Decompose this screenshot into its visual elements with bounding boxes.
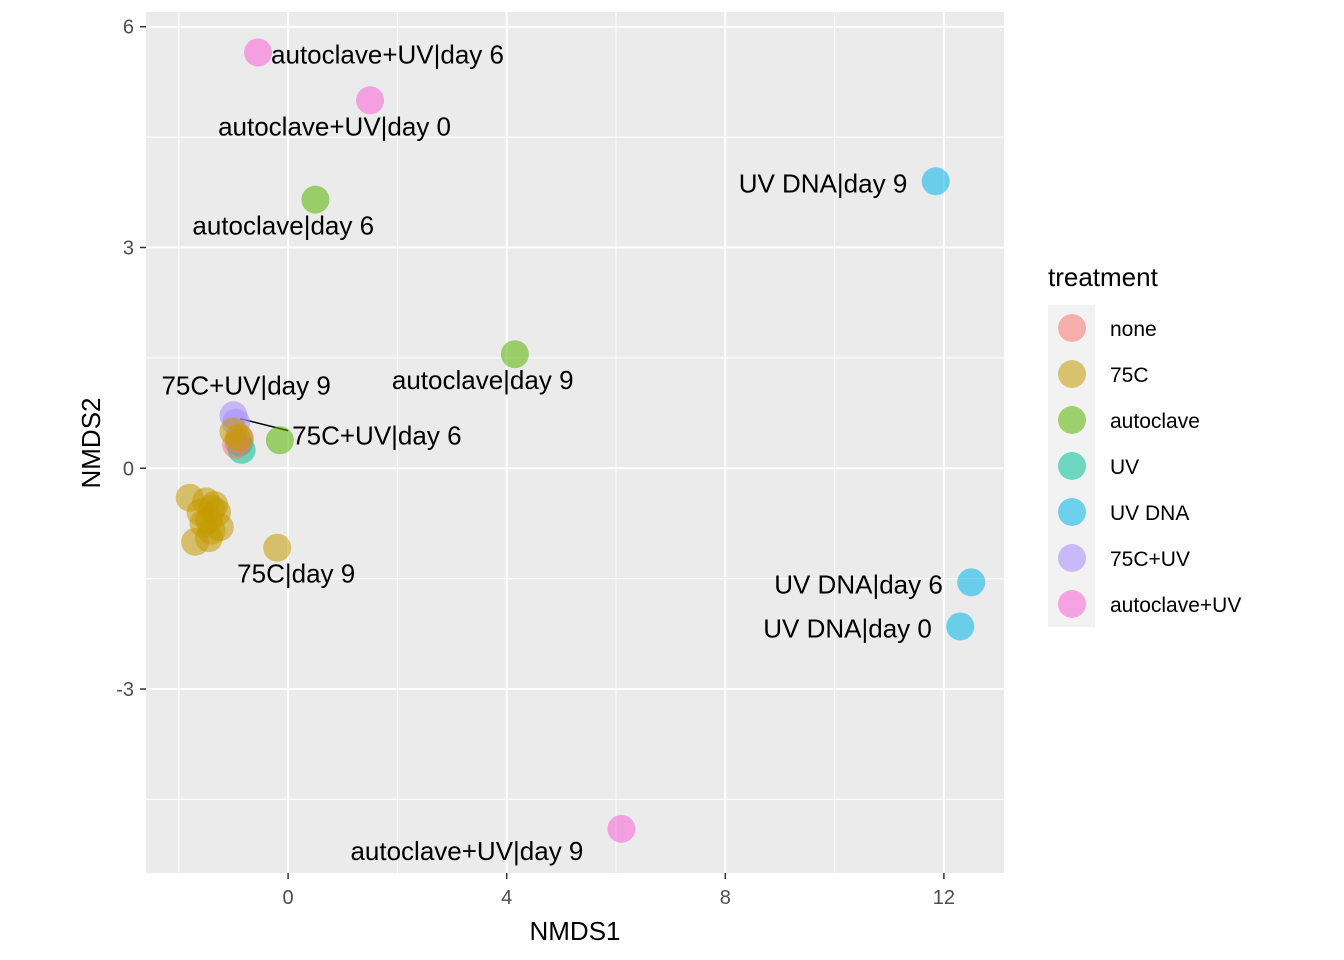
x-tick-label: 8 <box>720 887 731 909</box>
data-point <box>356 86 385 115</box>
legend: treatment none 75C autoclave UV UV DNA 75C+UV… <box>1048 262 1241 627</box>
legend-key-point <box>1058 406 1086 434</box>
data-point <box>244 38 273 67</box>
data-point <box>957 568 986 597</box>
point-labels: autoclave+UV|day 6 autoclave+UV|day 0 UV D… <box>161 39 942 865</box>
legend-items: none 75C autoclave UV UV DNA 75C+UV autoclave+… <box>1058 314 1241 618</box>
legend-label: UV <box>1110 456 1139 479</box>
data-point <box>607 814 636 843</box>
point-label: 75C|day 9 <box>237 559 355 589</box>
y-tick-label: 6 <box>123 17 134 39</box>
data-point <box>194 524 223 553</box>
legend-key-point <box>1058 314 1086 342</box>
data-point <box>500 340 529 369</box>
legend-label: none <box>1110 318 1157 341</box>
x-tick-label: 12 <box>933 887 955 909</box>
legend-key-point <box>1058 498 1086 526</box>
legend-label: 75C+UV <box>1110 548 1190 571</box>
y-axis-ticks: -3 0 3 6 <box>116 17 146 701</box>
major-gridlines <box>146 12 1004 873</box>
x-axis-title: NMDS1 <box>529 916 620 946</box>
data-point <box>224 423 253 452</box>
y-axis-title: NMDS2 <box>76 397 106 488</box>
legend-key-point <box>1058 544 1086 572</box>
data-point <box>946 612 975 641</box>
x-tick-label: 0 <box>283 887 294 909</box>
data-point <box>265 426 294 455</box>
legend-key-point <box>1058 590 1086 618</box>
legend-key-point <box>1058 360 1086 388</box>
point-label: autoclave+UV|day 6 <box>271 39 504 69</box>
point-label: UV DNA|day 6 <box>774 569 943 599</box>
legend-label: UV DNA <box>1110 502 1189 525</box>
y-tick-label: 3 <box>123 237 134 259</box>
data-point <box>301 185 330 214</box>
data-point <box>263 533 292 562</box>
legend-label: autoclave+UV <box>1110 594 1241 617</box>
y-tick-label: 0 <box>123 458 134 480</box>
point-label: autoclave|day 6 <box>192 211 374 241</box>
legend-title: treatment <box>1048 262 1159 292</box>
point-label: UV DNA|day 9 <box>739 168 908 198</box>
point-label: UV DNA|day 0 <box>763 613 932 643</box>
legend-label: 75C <box>1110 364 1149 387</box>
x-axis-ticks: 0 4 8 12 <box>283 873 955 909</box>
point-label: autoclave+UV|day 0 <box>218 111 451 141</box>
point-label: autoclave|day 9 <box>392 365 574 395</box>
x-tick-label: 4 <box>501 887 512 909</box>
point-label: 75C+UV|day 6 <box>292 421 461 451</box>
point-label: autoclave+UV|day 9 <box>350 836 583 866</box>
legend-key-point <box>1058 452 1086 480</box>
data-points <box>175 38 986 843</box>
data-point <box>921 167 950 196</box>
y-tick-label: -3 <box>116 679 134 701</box>
legend-label: autoclave <box>1110 410 1200 433</box>
point-label: 75C+UV|day 9 <box>161 370 330 400</box>
